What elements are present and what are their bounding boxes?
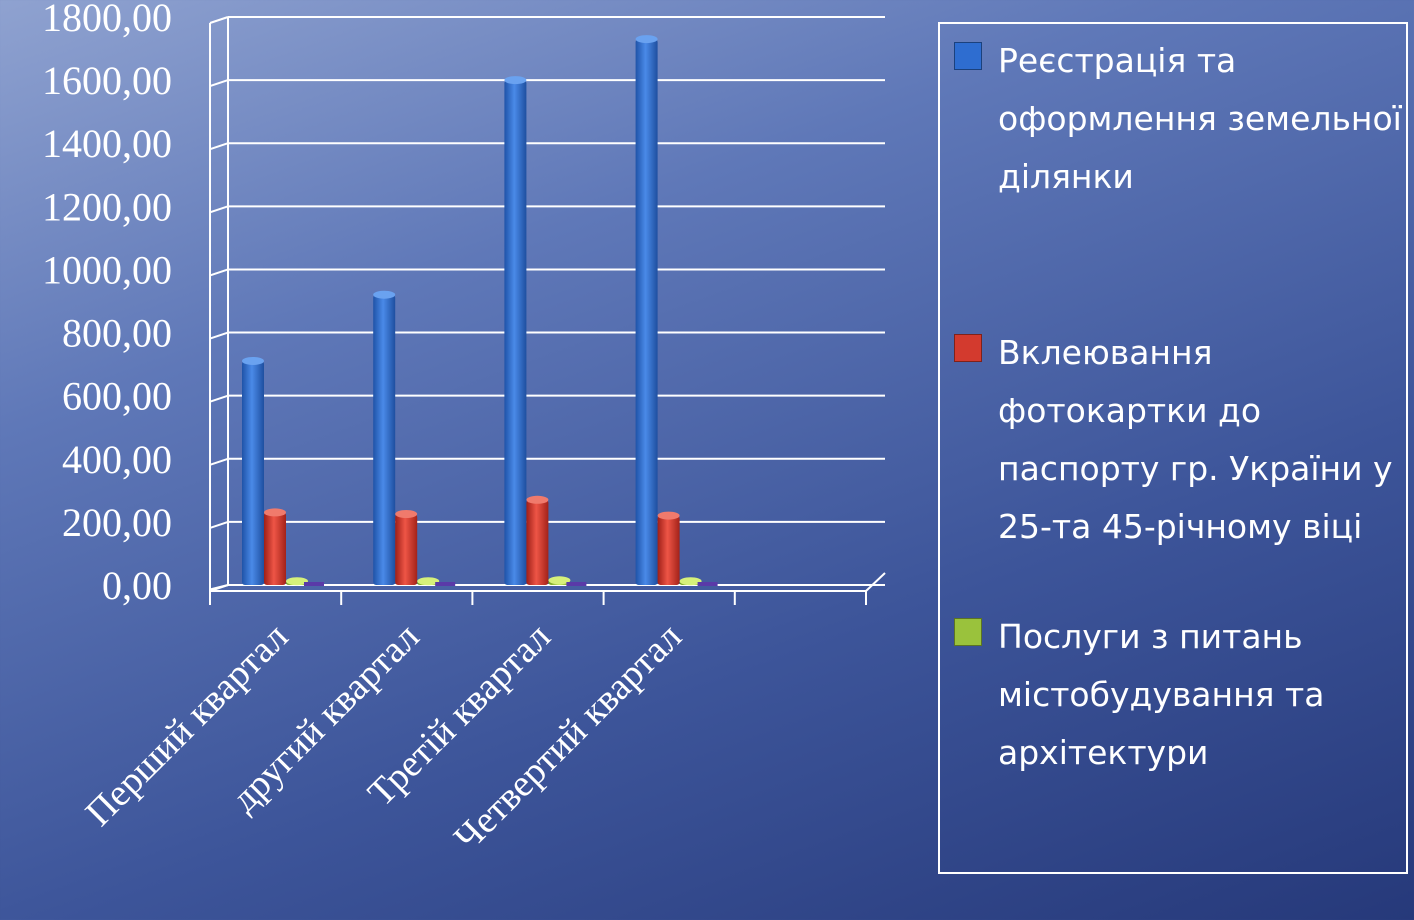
bar-base-marker: [435, 582, 456, 586]
gridline-wall: [209, 142, 229, 151]
bar-vkleiuvannia: [657, 511, 680, 585]
y-tick-label: 1000,00: [42, 247, 172, 292]
floor-edge: [865, 572, 886, 592]
bar-top: [548, 576, 571, 585]
chart-legend: Реєстрація та оформлення земельної ділян…: [938, 22, 1408, 874]
bar-body: [242, 360, 264, 585]
bar-reestratsiia: [504, 76, 527, 585]
gridline-wall: [209, 331, 229, 340]
x-category-label: Четвертий квартал: [446, 616, 690, 860]
gridline-wall: [209, 205, 229, 214]
bar-top: [657, 511, 680, 520]
bar-base-marker: [304, 582, 324, 586]
legend-label: Вклеювання фотокартки до паспорту гр. Ук…: [998, 333, 1393, 546]
bar-top: [242, 356, 264, 365]
gridline-wall: [209, 16, 229, 24]
legend-swatch-green: [954, 618, 982, 646]
bar-top: [635, 35, 658, 44]
bar-body: [526, 499, 549, 585]
bar-mistobuduvannia: [417, 577, 440, 586]
bar-top: [264, 508, 286, 517]
y-tick-label: 1200,00: [42, 184, 172, 229]
y-tick-label: 1600,00: [42, 58, 172, 103]
bar-vkleiuvannia: [264, 508, 286, 585]
gridline-wall: [209, 268, 229, 277]
gridline-wall: [209, 79, 229, 88]
bar-body: [504, 80, 527, 585]
legend-swatch-red: [954, 334, 982, 362]
bar-body: [635, 39, 658, 586]
bar-top: [395, 510, 418, 518]
bar-mistobuduvannia: [286, 577, 308, 586]
legend-label: Реєстрація та оформлення земельної ділян…: [998, 41, 1402, 196]
bar-base-marker: [697, 582, 718, 586]
bar-chart: 0,00 200,00 400,00 600,00 800,00 1000,00 1200,…: [42, 0, 886, 860]
y-tick-label: 1400,00: [42, 121, 172, 166]
bar-top: [679, 577, 702, 586]
bar-top: [504, 76, 527, 85]
bar-vkleiuvannia: [526, 495, 549, 585]
y-tick-label: 0,00: [102, 563, 172, 608]
y-tick-label: 1800,00: [42, 0, 172, 40]
bar-top: [373, 290, 396, 299]
bar-base-marker: [566, 582, 587, 586]
bar-body: [373, 294, 396, 585]
bar-top: [417, 577, 440, 586]
bar-mistobuduvannia: [679, 577, 702, 586]
bar-body: [657, 515, 680, 585]
legend-label: Послуги з питань містобудування та архіт…: [998, 617, 1325, 772]
bar-top: [286, 577, 308, 586]
bar-mistobuduvannia: [548, 576, 571, 585]
bar-vkleiuvannia: [395, 510, 418, 585]
bar-top: [526, 495, 549, 504]
bar-body: [264, 512, 286, 585]
bar-reestratsiia: [242, 356, 264, 585]
legend-swatch-blue: [954, 42, 982, 70]
bar-reestratsiia: [635, 35, 658, 586]
y-tick-label: 600,00: [62, 374, 172, 419]
y-tick-label: 400,00: [62, 437, 172, 482]
y-tick-label: 800,00: [62, 311, 172, 356]
gridline-wall: [209, 394, 229, 403]
gridline-wall: [209, 520, 229, 529]
bar-body: [395, 514, 418, 585]
y-tick-label: 200,00: [62, 500, 172, 545]
bar-reestratsiia: [373, 290, 396, 585]
gridline-wall: [209, 457, 229, 466]
